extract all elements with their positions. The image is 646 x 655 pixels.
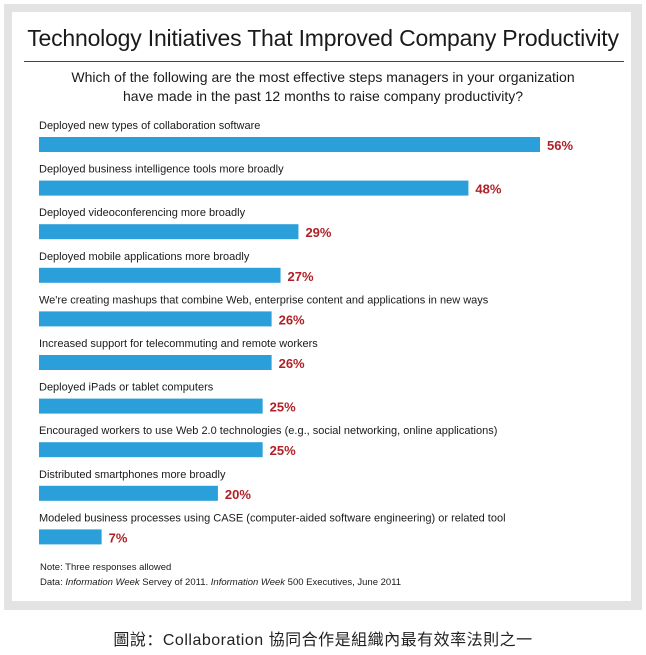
chart-panel: [12, 12, 631, 601]
value-label: 7%: [109, 530, 128, 545]
note-text: Note: Three responses allowed: [40, 562, 172, 573]
value-label: 25%: [270, 443, 296, 458]
bar: [39, 137, 540, 152]
subtitle-line-1: Which of the following are the most effe…: [71, 69, 575, 85]
value-label: 25%: [270, 400, 296, 415]
bar: [39, 224, 299, 240]
value-label: 26%: [279, 356, 305, 371]
bar: [39, 442, 263, 458]
value-label: 26%: [279, 312, 305, 327]
value-label: 20%: [225, 487, 251, 502]
bar: [39, 311, 272, 327]
bar: [39, 267, 281, 283]
value-label: 29%: [305, 225, 331, 240]
bar: [39, 398, 263, 414]
source-suffix: 500 Executives, June 2011: [285, 577, 402, 588]
category-label: Deployed videoconferencing more broadly: [39, 207, 246, 219]
category-label: Deployed mobile applications more broadl…: [39, 251, 250, 263]
category-label: We're creating mashups that combine Web,…: [39, 294, 489, 306]
category-label: Deployed new types of collaboration soft…: [39, 120, 260, 132]
source-middle: Servey of 2011.: [139, 577, 211, 588]
category-label: Encouraged workers to use Web 2.0 techno…: [39, 425, 497, 437]
source-text: Data: Information Week Servey of 2011. I…: [40, 575, 401, 590]
subtitle-line-2: have made in the past 12 months to raise…: [123, 88, 523, 104]
bar: [39, 355, 272, 370]
chart-subtitle: Which of the following are the most effe…: [40, 68, 606, 106]
category-label: Modeled business processes using CASE (c…: [39, 512, 506, 524]
bar-chart: Deployed new types of collaboration soft…: [39, 120, 573, 545]
category-label: Deployed business intelligence tools mor…: [39, 164, 284, 176]
category-label: Deployed iPads or tablet computers: [39, 382, 214, 394]
chart-notes: Note: Three responses allowed Data: Info…: [40, 560, 401, 590]
image-caption: 圖說：Collaboration 協同合作是組織內最有效率法則之一: [113, 632, 533, 649]
category-label: Increased support for telecommuting and …: [39, 338, 318, 350]
bar: [39, 485, 218, 501]
source-publication-1: Information Week: [65, 577, 140, 588]
source-prefix: Data:: [40, 577, 66, 588]
category-label: Distributed smartphones more broadly: [39, 469, 226, 481]
bar: [39, 529, 102, 545]
title-divider: [24, 61, 624, 62]
source-publication-2: Information Week: [210, 577, 286, 588]
bar: [39, 180, 469, 196]
chart-title: Technology Initiatives That Improved Com…: [27, 25, 619, 51]
value-label: 48%: [475, 182, 501, 197]
value-label: 27%: [288, 269, 314, 284]
value-label: 56%: [547, 138, 573, 153]
